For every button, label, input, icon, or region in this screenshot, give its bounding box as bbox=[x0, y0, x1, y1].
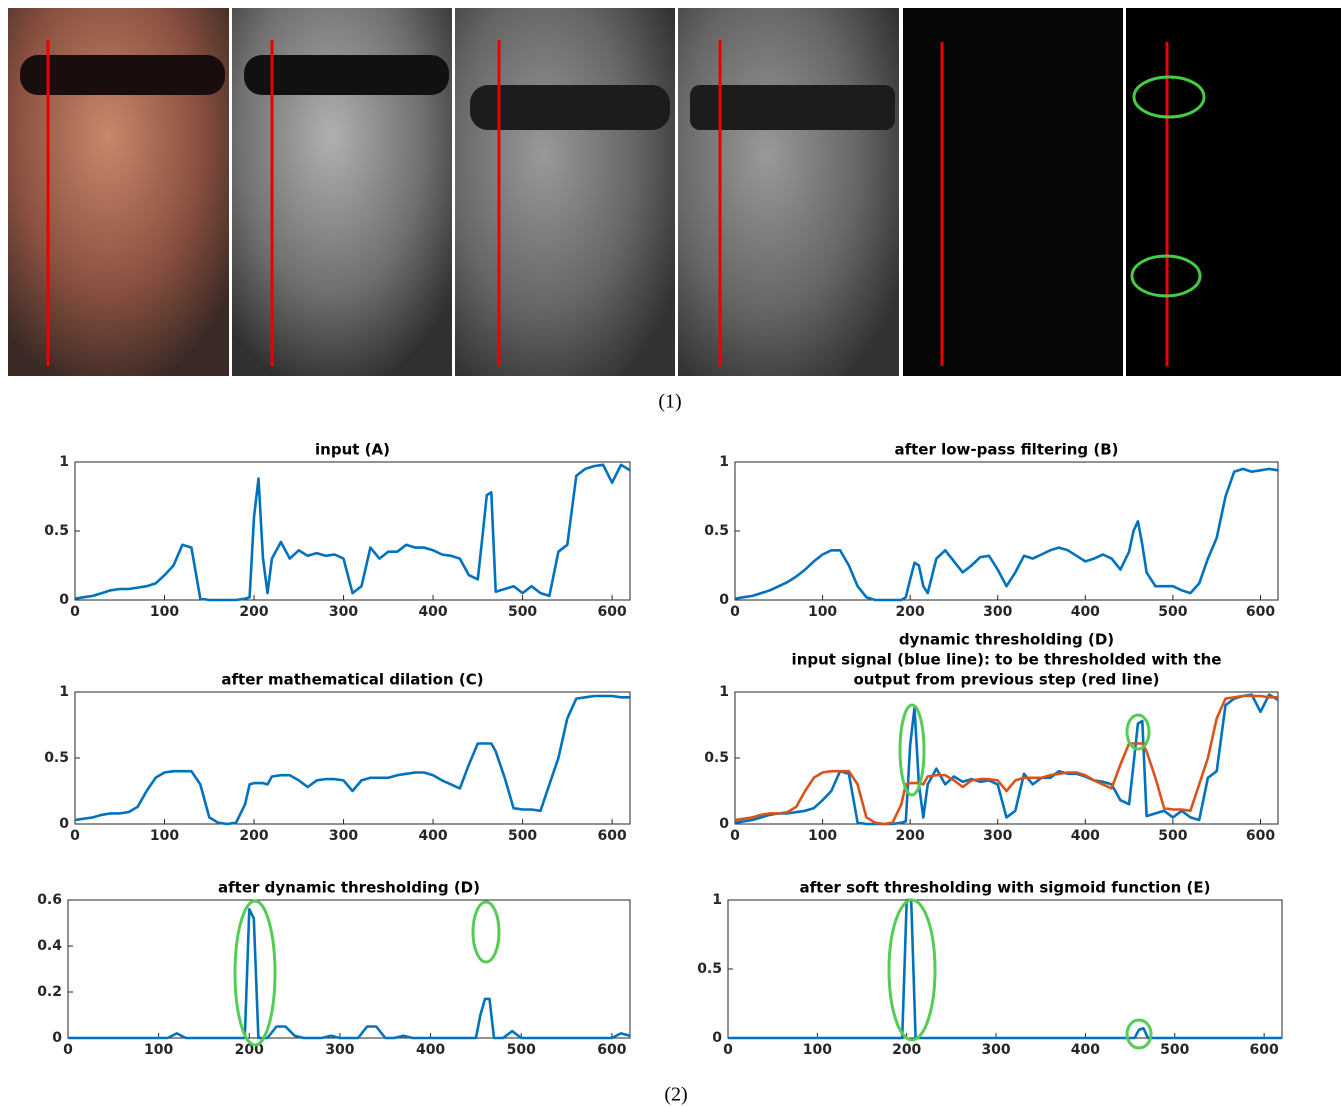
x-tick-label: 0 bbox=[70, 828, 80, 844]
x-tick-label: 200 bbox=[239, 828, 268, 844]
chart-title: output from previous step (red line) bbox=[853, 671, 1159, 689]
caption-1: (1) bbox=[658, 391, 681, 413]
x-tick-label: 100 bbox=[144, 1042, 173, 1058]
y-tick-label: 0.5 bbox=[44, 750, 69, 766]
x-tick-label: 100 bbox=[803, 1042, 832, 1058]
x-tick-label: 0 bbox=[70, 604, 80, 620]
x-tick-label: 500 bbox=[1160, 1042, 1189, 1058]
x-tick-label: 400 bbox=[1071, 828, 1100, 844]
x-tick-label: 300 bbox=[983, 604, 1012, 620]
y-tick-label: 0.2 bbox=[37, 984, 62, 1000]
image-blur bbox=[455, 8, 675, 376]
image-ellipses bbox=[1130, 75, 1206, 298]
x-tick-label: 100 bbox=[808, 604, 837, 620]
caption-2: (2) bbox=[664, 1084, 687, 1106]
x-tick-label: 500 bbox=[508, 604, 537, 620]
plot-area bbox=[734, 461, 1279, 601]
x-tick-label: 600 bbox=[597, 828, 626, 844]
plot-area bbox=[74, 461, 631, 601]
x-tick-label: 0 bbox=[730, 828, 740, 844]
x-tick-label: 500 bbox=[1158, 828, 1187, 844]
x-tick-label: 300 bbox=[329, 604, 358, 620]
x-tick-label: 100 bbox=[150, 604, 179, 620]
image-dilated bbox=[678, 8, 899, 376]
x-tick-label: 300 bbox=[329, 828, 358, 844]
data-line bbox=[734, 467, 1279, 602]
plot-area bbox=[74, 691, 631, 825]
data-line bbox=[74, 463, 631, 602]
plot-area bbox=[67, 899, 631, 1039]
x-tick-label: 600 bbox=[1250, 1042, 1279, 1058]
x-tick-label: 0 bbox=[730, 604, 740, 620]
y-tick-label: 1 bbox=[719, 454, 729, 470]
y-tick-label: 0.5 bbox=[704, 750, 729, 766]
y-tick-label: 1 bbox=[59, 454, 69, 470]
y-tick-label: 0.6 bbox=[37, 892, 62, 908]
y-tick-label: 0 bbox=[52, 1030, 62, 1046]
x-tick-label: 500 bbox=[1158, 604, 1187, 620]
x-tick-label: 400 bbox=[418, 828, 447, 844]
chart-title: after mathematical dilation (C) bbox=[221, 671, 483, 689]
x-tick-label: 600 bbox=[1246, 604, 1275, 620]
data-line bbox=[734, 694, 1278, 826]
x-tick-label: 400 bbox=[1071, 604, 1100, 620]
x-tick-label: 0 bbox=[723, 1042, 733, 1058]
image-difference bbox=[903, 8, 1123, 376]
data-line bbox=[68, 907, 631, 1040]
x-tick-label: 200 bbox=[896, 604, 925, 620]
image-strip bbox=[8, 8, 1341, 376]
chart-title: input signal (blue line): to be threshol… bbox=[792, 651, 1222, 669]
x-tick-label: 200 bbox=[239, 604, 268, 620]
glasses bbox=[244, 55, 449, 95]
data-line bbox=[74, 694, 630, 826]
x-tick-label: 600 bbox=[1246, 828, 1275, 844]
x-tick-label: 300 bbox=[981, 1042, 1010, 1058]
x-tick-label: 200 bbox=[896, 828, 925, 844]
x-tick-label: 100 bbox=[150, 828, 179, 844]
glasses bbox=[20, 55, 225, 95]
chart-title: dynamic thresholding (D) bbox=[899, 631, 1114, 649]
x-tick-label: 400 bbox=[416, 1042, 445, 1058]
y-tick-label: 0.5 bbox=[704, 523, 729, 539]
x-tick-label: 100 bbox=[808, 828, 837, 844]
y-tick-label: 0.5 bbox=[44, 523, 69, 539]
y-tick-label: 0.5 bbox=[697, 961, 722, 977]
x-tick-label: 200 bbox=[892, 1042, 921, 1058]
chart-title: after dynamic thresholding (D) bbox=[218, 879, 480, 897]
x-tick-label: 600 bbox=[597, 604, 626, 620]
y-tick-label: 0.4 bbox=[37, 938, 62, 954]
x-tick-label: 400 bbox=[418, 604, 447, 620]
y-tick-label: 0 bbox=[59, 592, 69, 608]
y-tick-label: 1 bbox=[712, 892, 722, 908]
y-tick-label: 0 bbox=[719, 592, 729, 608]
chart-title: after low-pass filtering (B) bbox=[894, 441, 1118, 459]
image-threshold bbox=[1126, 8, 1341, 376]
y-tick-label: 0 bbox=[719, 816, 729, 832]
x-tick-label: 500 bbox=[507, 1042, 536, 1058]
plot-area bbox=[727, 899, 1283, 1039]
x-tick-label: 500 bbox=[508, 828, 537, 844]
y-tick-label: 1 bbox=[59, 684, 69, 700]
red-lines bbox=[46, 40, 1169, 366]
data-line bbox=[734, 693, 1279, 826]
x-tick-label: 300 bbox=[325, 1042, 354, 1058]
y-tick-label: 0 bbox=[712, 1030, 722, 1046]
chart-title: input (A) bbox=[315, 441, 390, 459]
x-tick-label: 600 bbox=[597, 1042, 626, 1058]
plot-area bbox=[734, 691, 1279, 825]
glasses bbox=[690, 85, 895, 130]
chart-ellipses bbox=[233, 703, 1153, 1050]
x-tick-label: 300 bbox=[983, 828, 1012, 844]
chart-title: after soft thresholding with sigmoid fun… bbox=[800, 879, 1211, 897]
x-tick-label: 400 bbox=[1071, 1042, 1100, 1058]
glasses bbox=[470, 85, 670, 130]
y-tick-label: 1 bbox=[719, 684, 729, 700]
x-tick-label: 0 bbox=[63, 1042, 73, 1058]
y-tick-label: 0 bbox=[59, 816, 69, 832]
data-line bbox=[728, 898, 1282, 1040]
